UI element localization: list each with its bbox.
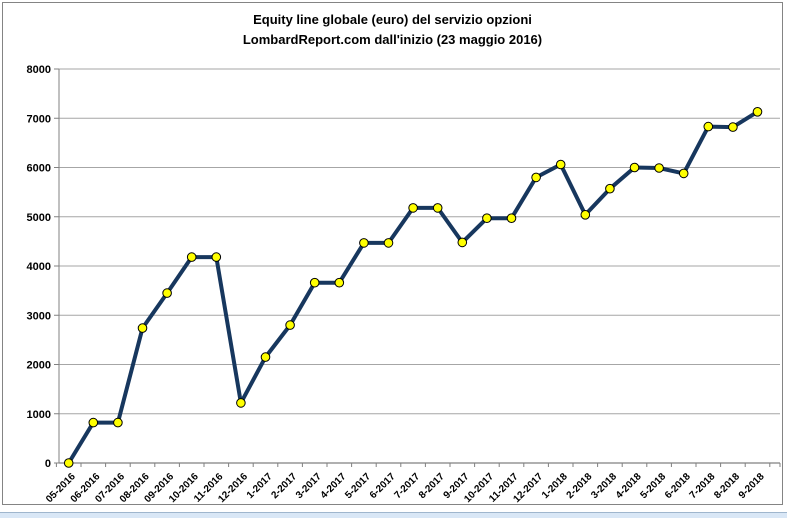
x-axis-label: 1-2017	[245, 471, 275, 501]
y-axis-label: 1000	[27, 409, 51, 421]
chart-title-line2: LombardReport.com dall'inizio (23 maggio…	[242, 32, 543, 47]
x-axis-label: 6-2017	[368, 471, 398, 501]
data-point-marker	[752, 107, 763, 117]
chart-title: Equity line globale (euro) del servizio …	[3, 10, 782, 50]
y-axis-label: 2000	[27, 360, 51, 372]
x-axis-label: 7-2018	[688, 471, 718, 501]
x-axis-label: 6-2018	[663, 471, 693, 501]
x-axis-label: 2-2018	[565, 471, 595, 501]
x-axis-label: 9-2018	[737, 471, 767, 501]
x-axis-label: 1-2018	[540, 471, 570, 501]
data-point-marker	[605, 183, 615, 194]
equity-line-chart: 01000200030004000500060007000800005-2016…	[27, 64, 781, 504]
data-point-marker	[629, 162, 640, 173]
data-point-marker	[728, 122, 738, 132]
data-point-marker	[260, 352, 271, 362]
data-point-marker	[506, 213, 517, 223]
data-point-marker	[162, 288, 172, 298]
x-axis-label: 8-2018	[712, 471, 742, 501]
y-axis-label: 4000	[27, 261, 51, 273]
y-axis-label: 6000	[27, 163, 51, 175]
y-axis-label: 0	[45, 458, 51, 470]
data-point-marker	[236, 398, 246, 408]
page-background-strip	[0, 512, 787, 518]
x-axis-label: 3-2017	[294, 471, 324, 501]
x-axis-label: 2-2017	[269, 471, 299, 501]
data-point-marker	[88, 417, 99, 428]
data-point-marker	[309, 277, 320, 288]
data-point-marker	[408, 203, 418, 213]
x-axis-label: 7-2017	[392, 471, 422, 501]
x-axis-label: 4-2018	[614, 471, 644, 501]
data-point-marker	[555, 159, 566, 170]
data-point-marker	[654, 163, 664, 173]
data-point-marker	[334, 277, 345, 288]
data-point-marker	[703, 121, 714, 132]
chart-title-line1: Equity line globale (euro) del servizio …	[253, 12, 532, 27]
data-point-marker	[285, 320, 295, 330]
data-point-marker	[383, 238, 394, 248]
data-point-marker	[359, 238, 369, 248]
equity-chart-panel: Equity line globale (euro) del servizio …	[2, 2, 783, 505]
data-point-marker	[432, 203, 443, 213]
y-axis-label: 3000	[27, 310, 51, 322]
data-point-marker	[482, 213, 492, 223]
data-point-marker	[211, 252, 222, 262]
data-point-marker	[137, 323, 148, 333]
y-axis-label: 7000	[27, 113, 51, 125]
equity-series-line	[66, 109, 760, 465]
data-point-marker	[580, 210, 591, 220]
data-point-marker	[531, 172, 541, 183]
x-axis-label: 5-2018	[638, 471, 668, 501]
x-axis-label: 4-2017	[319, 471, 349, 501]
data-point-marker	[186, 252, 197, 262]
x-axis-label: 8-2017	[417, 471, 447, 501]
y-axis-label: 8000	[27, 64, 51, 76]
data-point-marker	[63, 458, 74, 468]
data-point-marker	[457, 237, 468, 248]
x-axis-label: 3-2018	[589, 471, 619, 501]
data-point-marker	[678, 168, 689, 179]
x-axis-label: 5-2017	[343, 471, 373, 501]
data-point-marker	[113, 417, 123, 428]
y-axis-label: 5000	[27, 212, 51, 224]
